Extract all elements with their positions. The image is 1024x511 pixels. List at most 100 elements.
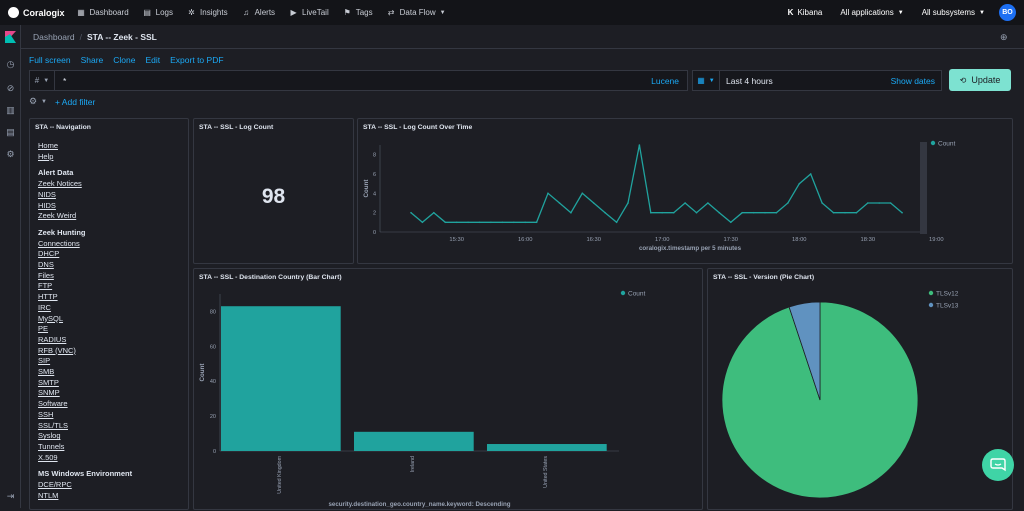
legend-swatch (928, 302, 934, 308)
kibana-link[interactable]: K Kibana (788, 8, 823, 17)
log-count-over-time-panel: STA -- SSL - Log Count Over Time 0 2 4 6 8 15… (357, 118, 1013, 264)
nav-link[interactable]: Software (38, 399, 68, 409)
line-point (741, 211, 743, 214)
nav-link[interactable]: RFB (VNC) (38, 345, 76, 355)
nav-link[interactable]: NTLM (38, 490, 59, 500)
clone-link[interactable]: Clone (113, 55, 136, 65)
kibana-icon: K (787, 8, 794, 17)
y-axis-title: Count (363, 180, 370, 198)
line-point (832, 211, 835, 214)
search-input[interactable]: * (63, 75, 67, 86)
recent-icon[interactable]: ◷ (6, 59, 15, 69)
line-point (501, 221, 504, 224)
nav-data-flow[interactable]: ⇄ Data Flow ▼ (387, 8, 446, 17)
line-point (627, 202, 629, 204)
y-tick-label: 60 (210, 344, 216, 350)
nav-link[interactable]: Files (38, 270, 54, 280)
nav-link[interactable]: HTTP (38, 292, 58, 302)
discover-icon[interactable]: ⊘ (6, 83, 15, 93)
line-point (707, 202, 709, 204)
calendar-button[interactable]: ▦ ▼ (693, 71, 720, 90)
help-menu-icon[interactable]: ⊕ (1000, 32, 1008, 42)
nav-link[interactable]: Syslog (38, 431, 61, 441)
management-icon[interactable]: ⚙ (6, 149, 15, 159)
line-point (455, 221, 458, 224)
applications-select[interactable]: All applications ▼ (840, 8, 903, 17)
add-filter-button[interactable]: + Add filter (54, 96, 96, 107)
update-button[interactable]: ⟲ Update (949, 69, 1011, 91)
brand-name: Coralogix (23, 7, 65, 18)
share-link[interactable]: Share (80, 55, 104, 65)
nav-insights[interactable]: ✲ Insights (187, 8, 227, 17)
nav-dashboard[interactable]: ▦ Dashboard (77, 8, 128, 17)
visualize-icon[interactable]: ▥ (6, 105, 15, 115)
chevron-down-icon: ▼ (897, 9, 904, 16)
dataflow-icon: ⇄ (387, 8, 395, 17)
nav-section-heading: Zeek Hunting (38, 227, 86, 237)
breadcrumb-dashboard[interactable]: Dashboard (33, 31, 75, 42)
avatar[interactable]: BO (999, 4, 1016, 21)
y-tick-label: 40 (210, 379, 216, 385)
x-tick-label: 19:00 (929, 237, 944, 243)
x-tick-label: United Kingdom (277, 455, 283, 493)
nav-data-flow-label: Data Flow (399, 8, 436, 17)
nav-section-heading: MS Windows Environment (38, 469, 133, 479)
show-dates-link[interactable]: Show dates (890, 75, 935, 86)
dashboard-app-icon[interactable]: ▤ (6, 127, 15, 137)
nav-link[interactable]: DHCP (38, 249, 60, 259)
line-point (809, 173, 812, 175)
edit-link[interactable]: Edit (145, 55, 161, 65)
subsystems-label: All subsystems (921, 8, 976, 17)
nav-link[interactable]: IRC (38, 302, 51, 312)
nav-tags[interactable]: ⚑ Tags (343, 8, 373, 17)
nav-link[interactable]: Tunnels (38, 441, 65, 451)
subsystems-select[interactable]: All subsystems ▼ (922, 8, 985, 17)
chevron-down-icon: ▼ (439, 9, 446, 16)
time-range-label[interactable]: Last 4 hours (726, 75, 773, 86)
nav-link[interactable]: Help (38, 151, 54, 161)
line-point (444, 221, 447, 224)
nav-link[interactable]: FTP (38, 281, 53, 291)
update-label: Update (971, 75, 1001, 85)
nav-link[interactable]: DCE/RPC (38, 480, 72, 490)
calendar-icon: ▦ (697, 76, 705, 85)
saved-query-button[interactable]: # ▼ (30, 71, 55, 90)
gear-icon[interactable]: ⚙ (29, 96, 38, 106)
nav-alerts[interactable]: ♫ Alerts (242, 8, 275, 17)
line-point (672, 211, 675, 214)
line-point (901, 211, 903, 214)
kibana-logo-icon[interactable] (5, 31, 16, 43)
breadcrumb: Dashboard / STA -- Zeek - SSL ⊕ (21, 25, 1024, 49)
line-point (592, 202, 595, 204)
nav-link[interactable]: NIDS (38, 189, 56, 199)
nav-link[interactable]: Home (38, 141, 59, 150)
coralogix-logo[interactable]: Coralogix (8, 7, 65, 18)
nav-link[interactable]: SSH (38, 409, 54, 419)
x-axis-title: coralogix.timestamp per 5 minutes (639, 245, 742, 252)
nav-link[interactable]: SMB (38, 367, 55, 377)
nav-livetail[interactable]: ▶ LiveTail (289, 8, 328, 17)
nav-link[interactable]: MySQL (38, 313, 64, 323)
legend-swatch (930, 140, 936, 146)
nav-link[interactable]: RADIUS (38, 334, 67, 344)
nav-link[interactable]: SMTP (38, 377, 59, 387)
line-point (433, 211, 435, 214)
query-language-toggle[interactable]: Lucene (651, 75, 679, 86)
nav-link[interactable]: Connections (38, 238, 80, 248)
nav-link[interactable]: DNS (38, 260, 54, 270)
nav-link[interactable]: SSL/TLS (38, 420, 69, 430)
chat-support-button[interactable] (982, 449, 1014, 481)
line-point (570, 211, 572, 214)
nav-link[interactable]: Zeek Notices (38, 179, 82, 189)
nav-link[interactable]: PE (38, 324, 49, 334)
export-pdf-link[interactable]: Export to PDF (170, 55, 224, 65)
nav-link[interactable]: HIDS (38, 200, 56, 210)
legend-scroll-bar (920, 142, 927, 234)
collapse-nav-icon[interactable]: ⇥ (6, 491, 15, 501)
nav-link[interactable]: SIP (38, 356, 51, 366)
nav-link[interactable]: X.509 (38, 452, 58, 462)
full-screen-link[interactable]: Full screen (29, 55, 71, 65)
nav-logs[interactable]: ▤ Logs (143, 8, 173, 17)
nav-link[interactable]: SNMP (38, 388, 60, 398)
nav-link[interactable]: Zeek Weird (38, 211, 77, 221)
